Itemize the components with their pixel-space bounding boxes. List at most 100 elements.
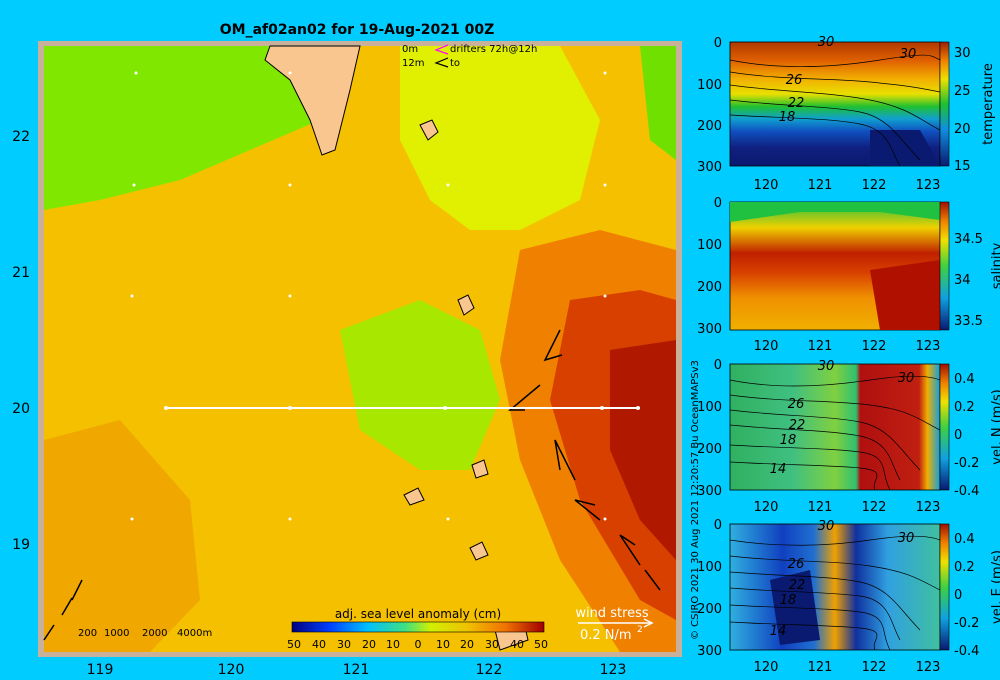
sal-xtick: 120	[754, 339, 779, 354]
veln-colorbar	[939, 363, 950, 491]
veln-ytick: 0	[714, 358, 722, 373]
sal-label: salinity	[990, 242, 1000, 289]
credit-text: © CSIRO 2021 30 Aug 2021 12:20:57 Bu Oce…	[690, 360, 701, 640]
veln-contour-label: 30	[818, 359, 835, 374]
veln-ytick: 200	[697, 442, 722, 457]
veln-contour-label: 14	[770, 462, 787, 477]
temp-ytick: 0	[714, 36, 722, 51]
lon-tick: 122	[476, 662, 503, 678]
temp-ytick: 300	[697, 160, 722, 175]
vele-colorbar	[939, 523, 950, 651]
lat-tick: 22	[12, 129, 30, 145]
colorbar-tick: 40	[510, 638, 524, 651]
colorbar-label-bg	[318, 604, 526, 622]
sal-cbtick: 34.5	[954, 232, 983, 247]
vele-ytick: 0	[714, 518, 722, 533]
vele-contour-label: 18	[780, 593, 797, 608]
lat-tick: 19	[12, 537, 30, 553]
salinity-deep-patch	[870, 260, 940, 330]
colorbar-tick: 10	[436, 638, 450, 651]
vele-xtick: 123	[916, 660, 941, 675]
map-title: OM_af02an02 for 19-Aug-2021 00Z	[220, 22, 495, 38]
drifter-legend-to: to	[450, 58, 460, 69]
temp-contour-label: 18	[779, 110, 796, 125]
drifter-legend: 0m 12m drifters 72h@12h to	[402, 44, 537, 69]
vele-cbtick: 0	[954, 588, 962, 603]
lat-tick: 21	[12, 265, 30, 281]
panel-axes: 0 100 200 300 0 100 200 300 0 100 200 30…	[697, 36, 1000, 675]
sal-xtick: 123	[916, 339, 941, 354]
vele-xtick: 122	[862, 660, 887, 675]
lat-tick: 20	[12, 401, 30, 417]
colorbar-tick: 10	[386, 638, 400, 651]
panel-vel-n: 30 30 26 22 18 14	[729, 359, 941, 491]
vele-xtick: 120	[754, 660, 779, 675]
temp-cbtick: 20	[954, 122, 971, 137]
veln-label: vel. N (m/s)	[990, 389, 1000, 464]
temp-contour-label: 22	[788, 96, 805, 111]
panel-salinity	[729, 201, 941, 331]
sal-xtick: 121	[808, 339, 833, 354]
lon-tick: 120	[218, 662, 245, 678]
colorbar-label: adj. sea level anomaly (cm)	[335, 607, 501, 621]
veln-xtick: 122	[862, 500, 887, 515]
vele-label: vel. E (m/s)	[990, 550, 1000, 624]
salinity-surface-patch	[730, 202, 940, 222]
temp-label: temperature	[981, 63, 996, 145]
panel-temperature: 30 30 26 22 18	[729, 35, 941, 167]
wind-stress-arrows	[43, 329, 661, 641]
depth-4000: 4000m	[177, 628, 212, 639]
sal-ytick: 0	[714, 196, 722, 211]
lon-tick: 119	[87, 662, 114, 678]
temperature-contours	[729, 54, 941, 167]
temp-contour-label: 30	[818, 35, 835, 50]
temperature-deep-patch	[870, 130, 940, 166]
island-1	[419, 119, 439, 141]
colorbar-tick: 30	[337, 638, 351, 651]
vele-cbtick: 0.2	[954, 560, 975, 575]
veln-ytick: 100	[697, 400, 722, 415]
depth-legend: 200 1000 2000 4000m	[78, 628, 212, 639]
ssla-colorbar: adj. sea level anomaly (cm) 50 40 30 20 …	[287, 604, 548, 651]
vele-ytick: 300	[697, 644, 722, 659]
panel-vel-e: 30 30 26 22 18 14	[729, 519, 941, 651]
colorbar-tick: 50	[534, 638, 548, 651]
veln-xtick: 121	[808, 500, 833, 515]
colorbar-tick: 50	[287, 638, 301, 651]
temp-cbtick: 25	[954, 84, 971, 99]
temp-xtick: 121	[808, 178, 833, 193]
vel-e-contours	[729, 535, 941, 651]
veln-cbtick: 0.4	[954, 372, 975, 387]
drifter-black-arrow-icon	[434, 57, 449, 68]
vel-e-field	[729, 523, 941, 651]
wind-scale-arrowhead-icon	[643, 618, 654, 628]
wind-scale-sup: 2	[637, 625, 643, 635]
sal-cbtick: 34	[954, 273, 971, 288]
sal-cbtick: 33.5	[954, 314, 983, 329]
sal-xtick: 122	[862, 339, 887, 354]
drifter-legend-0m: 0m	[402, 44, 418, 55]
veln-contour-label: 30	[898, 371, 915, 386]
veln-ytick: 300	[697, 484, 722, 499]
veln-contour-label: 22	[789, 418, 806, 433]
vele-cbtick: -0.2	[954, 616, 979, 631]
veln-contour-label: 26	[788, 397, 805, 412]
veln-cbtick: 0.2	[954, 400, 975, 415]
drifter-legend-label: drifters 72h@12h	[450, 44, 537, 55]
colorbar-tick: 20	[460, 638, 474, 651]
vel-n-contours	[729, 375, 941, 491]
vele-contour-label: 22	[789, 578, 806, 593]
sal-colorbar	[939, 201, 950, 331]
vele-contour-label: 30	[818, 519, 835, 534]
wind-scale-value: 0.2 N/m	[580, 628, 632, 643]
temp-cbtick: 30	[954, 46, 971, 61]
sal-ytick: 200	[697, 280, 722, 295]
veln-contour-label: 18	[780, 433, 797, 448]
map-lon-ticks: 119 120 121 122 123	[87, 662, 627, 678]
colorbar-tick: 30	[485, 638, 499, 651]
map-lat-ticks: 22 21 20 19	[12, 129, 30, 553]
temp-colorbar	[939, 41, 950, 167]
temp-xtick: 122	[862, 178, 887, 193]
temp-ytick: 200	[697, 119, 722, 134]
veln-cbtick: -0.2	[954, 456, 979, 471]
